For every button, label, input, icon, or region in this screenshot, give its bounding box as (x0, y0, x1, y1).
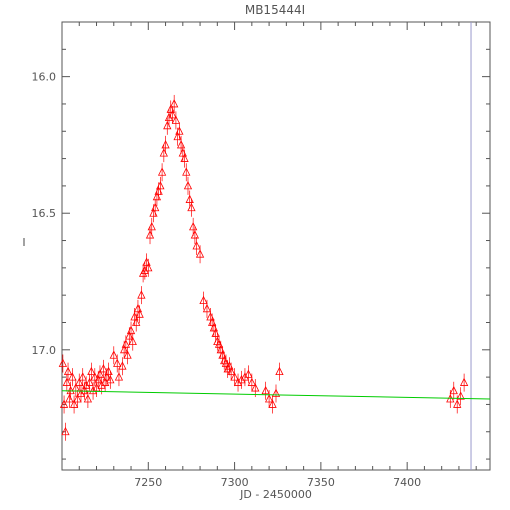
data-point (271, 384, 281, 403)
data-point (456, 387, 465, 406)
data-point (226, 362, 236, 381)
x-tick-label: 7300 (221, 476, 249, 489)
data-point (459, 373, 469, 392)
data-point (137, 286, 146, 305)
data-point (59, 395, 69, 414)
data-point (183, 176, 193, 195)
data-point (206, 308, 215, 327)
y-tick-label: 17.0 (32, 344, 57, 357)
x-tick-label: 7250 (134, 476, 162, 489)
data-point (151, 198, 160, 217)
data-point (126, 321, 136, 340)
data-point (209, 318, 219, 337)
data-point (83, 389, 93, 408)
data-point (123, 346, 132, 365)
data-point (68, 368, 77, 387)
data-point (69, 395, 79, 414)
data-point (247, 373, 256, 392)
y-axis-label: I (22, 236, 25, 249)
data-point (144, 258, 153, 277)
data-point (156, 176, 165, 195)
y-axis-ticks: 16.0 16.5 17.0 (32, 48, 490, 460)
data-point (128, 332, 137, 351)
x-axis-ticks: 7250 7300 7350 7400 (78, 22, 477, 489)
data-point (135, 305, 144, 324)
data-point (87, 362, 96, 381)
x-tick-label: 7350 (307, 476, 335, 489)
data-point (78, 368, 87, 387)
data-point (171, 111, 181, 130)
y-tick-label: 16.0 (32, 71, 57, 84)
data-point (106, 370, 115, 389)
data-point (168, 105, 177, 124)
data-point (261, 381, 270, 400)
data-point (446, 389, 455, 408)
x-axis-label: JD - 2450000 (239, 488, 312, 501)
data-point (244, 365, 253, 384)
data-point (180, 149, 189, 168)
data-point (118, 357, 127, 376)
data-point (268, 395, 277, 414)
data-point (187, 198, 196, 217)
data-point (113, 354, 122, 373)
data-point (145, 226, 155, 245)
data-point (161, 135, 170, 154)
data-point (121, 335, 131, 354)
data-point (61, 422, 70, 441)
data-point (114, 368, 124, 387)
data-points (58, 94, 469, 441)
data-point (132, 313, 141, 332)
data-point (85, 373, 94, 392)
data-point (216, 340, 225, 359)
data-point (192, 237, 201, 255)
data-point (207, 313, 217, 332)
data-point (449, 381, 458, 400)
data-point (58, 354, 68, 373)
data-point (175, 122, 184, 141)
data-point (163, 116, 172, 135)
data-point (202, 299, 212, 318)
data-point (99, 359, 108, 378)
data-point (95, 365, 105, 384)
data-point (178, 144, 187, 163)
data-point (63, 362, 73, 381)
data-point (75, 373, 84, 392)
plot-frame (61, 21, 491, 471)
data-point (62, 373, 71, 392)
data-point (159, 144, 168, 163)
data-point (182, 163, 191, 182)
model-line (61, 390, 491, 400)
data-point (65, 389, 74, 408)
data-point (230, 368, 239, 387)
y-tick-label: 16.5 (32, 207, 57, 220)
data-point (264, 389, 274, 408)
data-point (195, 245, 205, 264)
data-point (199, 291, 208, 310)
chart-title: MB15444I (245, 3, 305, 17)
data-point (157, 163, 167, 182)
x-tick-label: 7400 (393, 476, 421, 489)
data-point (73, 389, 82, 408)
data-point (109, 346, 118, 365)
data-point (147, 217, 156, 236)
data-point (275, 362, 284, 381)
data-point (190, 226, 200, 245)
data-point (170, 94, 179, 113)
